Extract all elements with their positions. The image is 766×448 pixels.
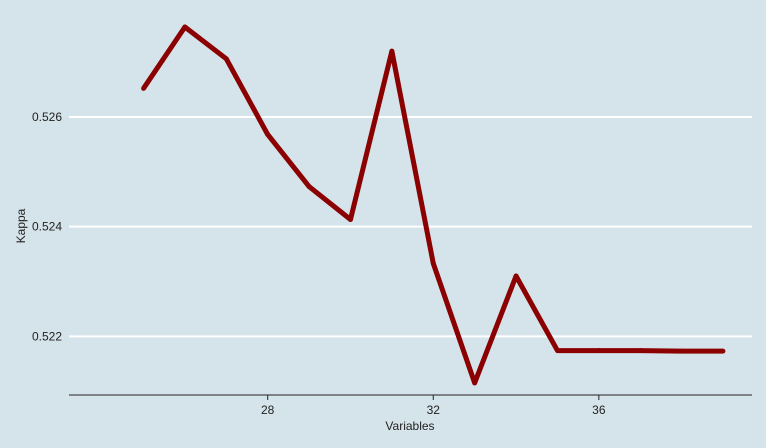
grid-lines [69,115,752,338]
y-axis-ticks: 0.522 0.524 0.526 [32,110,62,343]
x-axis-ticks: 28 32 36 [261,395,606,417]
y-tick-label: 0.524 [32,220,62,234]
data-point [513,273,519,279]
data-point [141,86,146,91]
data-point [389,48,395,54]
data-point [265,132,271,137]
data-point [596,348,602,353]
data-point [223,56,229,62]
data-point [720,348,726,354]
data-point [182,24,188,30]
x-axis-title: Variables [385,419,434,433]
x-tick-label: 28 [261,403,275,417]
data-point [637,348,643,353]
x-tick-label: 32 [427,403,441,417]
y-tick-label: 0.522 [32,329,62,343]
data-points [141,24,726,386]
y-axis-title: Kappa [14,208,28,243]
data-point [679,348,685,354]
series-line [141,24,724,386]
x-tick-label: 36 [592,403,606,417]
data-point [306,184,312,189]
data-point [430,260,436,266]
data-point [472,380,478,386]
data-point [555,348,560,353]
y-tick-label: 0.526 [32,110,62,124]
data-point [348,217,353,222]
